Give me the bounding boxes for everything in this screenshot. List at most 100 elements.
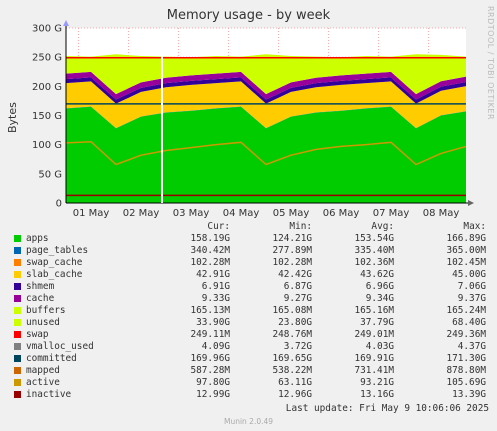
legend-name: mapped bbox=[26, 365, 60, 376]
area-shmem bbox=[66, 77, 466, 104]
legend-min: 102.28M bbox=[272, 257, 312, 268]
x-arrow-icon bbox=[468, 200, 474, 206]
legend-swatch bbox=[14, 283, 21, 290]
legend-min: 42.42G bbox=[278, 269, 312, 280]
legend-min: 165.08M bbox=[272, 305, 312, 316]
legend-min: 12.96G bbox=[278, 389, 312, 400]
header-max: Max: bbox=[463, 221, 486, 232]
legend-min: 169.65G bbox=[272, 353, 312, 364]
legend-min: 63.11G bbox=[278, 377, 312, 388]
legend-name: active bbox=[26, 377, 60, 388]
legend-avg: 102.36M bbox=[354, 257, 394, 268]
y-arrow-icon bbox=[63, 20, 69, 26]
legend-swatch bbox=[14, 355, 21, 362]
header-min: Min: bbox=[289, 221, 312, 232]
legend-cur: 12.99G bbox=[196, 389, 230, 400]
header-avg: Avg: bbox=[371, 221, 394, 232]
legend-max: 105.69G bbox=[446, 377, 486, 388]
chart-canvas: 0 50 G 100 G 150 G 200 G 250 G 300 G 01 May 02 … bbox=[32, 20, 474, 219]
legend-swatch bbox=[14, 391, 21, 398]
legend-cur: 102.28M bbox=[190, 257, 230, 268]
legend-cur: 340.42M bbox=[190, 245, 230, 256]
legend-swatch bbox=[14, 331, 21, 338]
legend-cur: 42.91G bbox=[196, 269, 230, 280]
y-tick-label: 300 G bbox=[32, 24, 62, 35]
legend-max: 4.37G bbox=[457, 341, 486, 352]
legend-name: apps bbox=[26, 233, 49, 244]
legend-cur: 249.11M bbox=[190, 329, 230, 340]
x-tick-label: 05 May bbox=[273, 208, 310, 219]
x-axis-ticks: 01 May 02 May 03 May 04 May 05 May 06 May 07 M… bbox=[73, 208, 460, 219]
x-tick-label: 03 May bbox=[173, 208, 210, 219]
legend-max: 365.00M bbox=[446, 245, 486, 256]
legend-cur: 6.91G bbox=[201, 281, 230, 292]
y-tick-label: 250 G bbox=[32, 53, 62, 64]
legend-name: buffers bbox=[26, 305, 66, 316]
legend-swatch bbox=[14, 259, 21, 266]
legend-row-mapped: mapped 587.28M 538.22M 731.41M 878.80M bbox=[12, 365, 490, 377]
legend-name: cache bbox=[26, 293, 55, 304]
legend-name: shmem bbox=[26, 281, 55, 292]
y-axis-label: Bytes bbox=[6, 102, 19, 133]
y-axis-ticks: 0 50 G 100 G 150 G 200 G 250 G 300 G bbox=[32, 24, 62, 210]
legend-avg: 153.54G bbox=[354, 233, 394, 244]
legend-max: 45.00G bbox=[452, 269, 486, 280]
legend-name: inactive bbox=[26, 389, 72, 400]
line-active bbox=[65, 140, 467, 166]
legend-max: 13.39G bbox=[452, 389, 486, 400]
chart-title: Memory usage - by week bbox=[166, 8, 331, 23]
legend-max: 7.06G bbox=[457, 281, 486, 292]
legend-avg: 6.96G bbox=[365, 281, 394, 292]
legend-header: Cur: Min: Avg: Max: bbox=[12, 221, 490, 233]
legend-max: 171.30G bbox=[446, 353, 486, 364]
x-tick-label: 06 May bbox=[323, 208, 360, 219]
legend-cur: 165.13M bbox=[190, 305, 230, 316]
y-tick-label: 100 G bbox=[32, 140, 62, 151]
x-tick-label: 02 May bbox=[123, 208, 160, 219]
stack-areas bbox=[66, 54, 466, 203]
y-tick-label: 50 G bbox=[38, 169, 62, 180]
legend-min: 23.80G bbox=[278, 317, 312, 328]
y-tick-label: 150 G bbox=[32, 111, 62, 122]
x-tick-label: 08 May bbox=[423, 208, 460, 219]
legend-min: 3.72G bbox=[283, 341, 312, 352]
legend-min: 9.27G bbox=[283, 293, 312, 304]
legend-row-committed: committed 169.96G 169.65G 169.91G 171.30G bbox=[12, 353, 490, 365]
legend-avg: 13.16G bbox=[360, 389, 394, 400]
legend-cur: 158.19G bbox=[190, 233, 230, 244]
legend-name: swap bbox=[26, 329, 49, 340]
legend-max: 9.37G bbox=[457, 293, 486, 304]
legend-row-shmem: shmem 6.91G 6.87G 6.96G 7.06G bbox=[12, 281, 490, 293]
legend-max: 165.24M bbox=[446, 305, 486, 316]
legend-avg: 93.21G bbox=[360, 377, 394, 388]
legend-cur: 97.80G bbox=[196, 377, 230, 388]
legend-row-swap: swap 249.11M 248.76M 249.01M 249.36M bbox=[12, 329, 490, 341]
header-cur: Cur: bbox=[207, 221, 230, 232]
legend-name: swap_cache bbox=[26, 257, 83, 268]
y-tick-label: 0 bbox=[56, 199, 62, 210]
legend-max: 68.40G bbox=[452, 317, 486, 328]
legend-max: 102.45M bbox=[446, 257, 486, 268]
legend-name: page_tables bbox=[26, 245, 89, 256]
legend-avg: 37.79G bbox=[360, 317, 394, 328]
legend-min: 277.89M bbox=[272, 245, 312, 256]
legend-avg: 169.91G bbox=[354, 353, 394, 364]
legend-avg: 43.62G bbox=[360, 269, 394, 280]
legend-max: 878.80M bbox=[446, 365, 486, 376]
legend-swatch bbox=[14, 379, 21, 386]
legend-row-unused: unused 33.90G 23.80G 37.79G 68.40G bbox=[12, 317, 490, 329]
legend-row-active: active 97.80G 63.11G 93.21G 105.69G bbox=[12, 377, 490, 389]
legend-row-swap_cache: swap_cache 102.28M 102.28M 102.36M 102.45M bbox=[12, 257, 490, 269]
y-tick-label: 200 G bbox=[32, 82, 62, 93]
legend-avg: 335.40M bbox=[354, 245, 394, 256]
legend-row-inactive: inactive 12.99G 12.96G 13.16G 13.39G bbox=[12, 389, 490, 401]
legend-name: slab_cache bbox=[26, 269, 83, 280]
side-label: RRDTOOL / TOBI OETIKER bbox=[486, 6, 495, 121]
legend-cur: 587.28M bbox=[190, 365, 230, 376]
legend-max: 249.36M bbox=[446, 329, 486, 340]
footer-version: Munin 2.0.49 bbox=[223, 417, 274, 426]
legend-row-page_tables: page_tables 340.42M 277.89M 335.40M 365.00M bbox=[12, 245, 490, 257]
area-unused bbox=[66, 54, 466, 94]
legend-row-cache: cache 9.33G 9.27G 9.34G 9.37G bbox=[12, 293, 490, 305]
legend-min: 6.87G bbox=[283, 281, 312, 292]
